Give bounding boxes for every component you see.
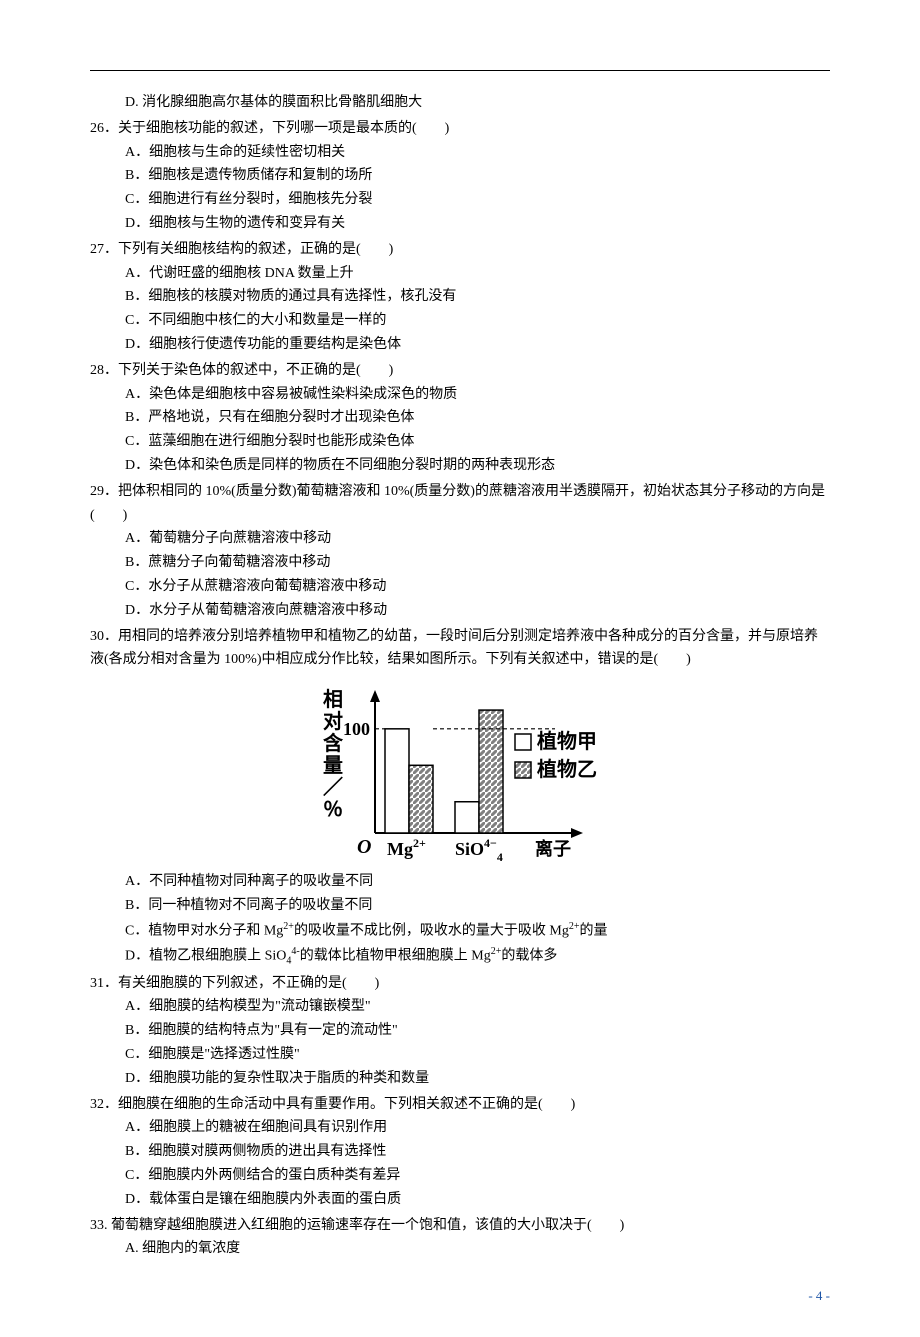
q28-option-d: D．染色体和染色质是同样的物质在不同细胞分裂时期的两种表现形态: [90, 454, 830, 478]
q33-stem: 33. 葡萄糖穿越细胞膜进入红细胞的运输速率存在一个饱和值，该值的大小取决于( …: [90, 1214, 830, 1238]
q30c-prefix: C．植物甲对水分子和 Mg: [125, 923, 283, 938]
q29-option-c: C．水分子从蔗糖溶液向葡萄糖溶液中移动: [90, 575, 830, 599]
q30-option-d: D．植物乙根细胞膜上 SiO44-的载体比植物甲根细胞膜上 Mg2+的载体多: [90, 943, 830, 969]
q32-option-b: B．细胞膜对膜两侧物质的进出具有选择性: [90, 1140, 830, 1164]
q31-option-b: B．细胞膜的结构特点为"具有一定的流动性": [90, 1019, 830, 1043]
svg-text:SiO4−4: SiO4−4: [455, 836, 503, 864]
q31-stem: 31．有关细胞膜的下列叙述，不正确的是( ): [90, 972, 830, 996]
bar-chart-svg: 相对含量／％ 100 O Mg2+ SiO4−4 离子 植物甲植物乙: [305, 678, 615, 868]
q30-option-a: A．不同种植物对同种离子的吸收量不同: [90, 870, 830, 894]
q28-option-b: B．严格地说，只有在细胞分裂时才出现染色体: [90, 406, 830, 430]
q27-option-b: B．细胞核的核膜对物质的通过具有选择性，核孔没有: [90, 285, 830, 309]
svg-text:O: O: [357, 836, 371, 858]
svg-text:对: 对: [323, 709, 343, 733]
q32-option-c: C．细胞膜内外两侧结合的蛋白质种类有差异: [90, 1164, 830, 1188]
q31-option-d: D．细胞膜功能的复杂性取决于脂质的种类和数量: [90, 1067, 830, 1091]
q26-option-a: A．细胞核与生命的延续性密切相关: [90, 141, 830, 165]
question-32: 32．细胞膜在细胞的生命活动中具有重要作用。下列相关叙述不正确的是( ) A．细…: [90, 1093, 830, 1212]
svg-text:相: 相: [323, 687, 343, 711]
q30-option-b: B．同一种植物对不同离子的吸收量不同: [90, 894, 830, 918]
q30-stem: 30．用相同的培养液分别培养植物甲和植物乙的幼苗，一段时间后分别测定培养液中各种…: [90, 625, 830, 673]
q27-option-d: D．细胞核行使遗传功能的重要结构是染色体: [90, 333, 830, 357]
q26-option-d: D．细胞核与生物的遗传和变异有关: [90, 212, 830, 236]
q26-option-b: B．细胞核是遗传物质储存和复制的场所: [90, 164, 830, 188]
question-30: 30．用相同的培养液分别培养植物甲和植物乙的幼苗，一段时间后分别测定培养液中各种…: [90, 625, 830, 970]
q26-stem: 26．关于细胞核功能的叙述，下列哪一项是最本质的( ): [90, 117, 830, 141]
q25-option-d: D. 消化腺细胞高尔基体的膜面积比骨骼肌细胞大: [90, 91, 830, 115]
q30d-suffix: 的载体多: [501, 949, 557, 964]
q30c-mid: 的吸收量不成比例，吸收水的量大于吸收 Mg: [294, 923, 569, 938]
q30c-sup1: 2+: [283, 921, 294, 932]
q29-option-b: B．蔗糖分子向葡萄糖溶液中移动: [90, 551, 830, 575]
header-rule: [90, 70, 830, 71]
svg-text:／: ／: [323, 776, 343, 799]
svg-text:％: ％: [323, 799, 343, 821]
question-33: 33. 葡萄糖穿越细胞膜进入红细胞的运输速率存在一个饱和值，该值的大小取决于( …: [90, 1214, 830, 1262]
q26-option-c: C．细胞进行有丝分裂时，细胞核先分裂: [90, 188, 830, 212]
q28-stem: 28．下列关于染色体的叙述中，不正确的是( ): [90, 359, 830, 383]
q30d-sup2: 2+: [491, 946, 502, 957]
q31-option-a: A．细胞膜的结构模型为"流动镶嵌模型": [90, 995, 830, 1019]
q30-chart: 相对含量／％ 100 O Mg2+ SiO4−4 离子 植物甲植物乙: [90, 678, 830, 868]
q30c-sup2: 2+: [569, 921, 580, 932]
q32-option-a: A．细胞膜上的糖被在细胞间具有识别作用: [90, 1116, 830, 1140]
q32-stem: 32．细胞膜在细胞的生命活动中具有重要作用。下列相关叙述不正确的是( ): [90, 1093, 830, 1117]
question-28: 28．下列关于染色体的叙述中，不正确的是( ) A．染色体是细胞核中容易被碱性染…: [90, 359, 830, 478]
q31-option-c: C．细胞膜是"选择透过性膜": [90, 1043, 830, 1067]
q30d-sup1: 4-: [291, 946, 299, 957]
q27-option-c: C．不同细胞中核仁的大小和数量是一样的: [90, 309, 830, 333]
q30d-sub1: 4: [286, 956, 291, 967]
q30d-prefix: D．植物乙根细胞膜上 SiO: [125, 949, 286, 964]
question-31: 31．有关细胞膜的下列叙述，不正确的是( ) A．细胞膜的结构模型为"流动镶嵌模…: [90, 972, 830, 1091]
question-27: 27．下列有关细胞核结构的叙述，正确的是( ) A．代谢旺盛的细胞核 DNA 数…: [90, 238, 830, 357]
svg-text:100: 100: [343, 719, 370, 739]
q29-option-d: D．水分子从葡萄糖溶液向蔗糖溶液中移动: [90, 599, 830, 623]
q28-option-a: A．染色体是细胞核中容易被碱性染料染成深色的物质: [90, 383, 830, 407]
q28-option-c: C．蓝藻细胞在进行细胞分裂时也能形成染色体: [90, 430, 830, 454]
document-page: D. 消化腺细胞高尔基体的膜面积比骨骼肌细胞大 26．关于细胞核功能的叙述，下列…: [0, 0, 920, 1337]
question-29: 29．把体积相同的 10%(质量分数)葡萄糖溶液和 10%(质量分数)的蔗糖溶液…: [90, 480, 830, 623]
q27-stem: 27．下列有关细胞核结构的叙述，正确的是( ): [90, 238, 830, 262]
svg-text:离子: 离子: [535, 838, 571, 859]
svg-text:Mg2+: Mg2+: [387, 836, 426, 859]
svg-text:含: 含: [323, 731, 344, 755]
svg-text:植物乙: 植物乙: [537, 757, 597, 781]
question-26: 26．关于细胞核功能的叙述，下列哪一项是最本质的( ) A．细胞核与生命的延续性…: [90, 117, 830, 236]
q29-stem: 29．把体积相同的 10%(质量分数)葡萄糖溶液和 10%(质量分数)的蔗糖溶液…: [90, 480, 830, 528]
q29-option-a: A．葡萄糖分子向蔗糖溶液中移动: [90, 527, 830, 551]
q27-option-a: A．代谢旺盛的细胞核 DNA 数量上升: [90, 262, 830, 286]
q32-option-d: D．载体蛋白是镶在细胞膜内外表面的蛋白质: [90, 1188, 830, 1212]
q30c-suffix: 的量: [580, 923, 608, 938]
q30d-mid: 的载体比植物甲根细胞膜上 Mg: [300, 949, 491, 964]
q30-option-c: C．植物甲对水分子和 Mg2+的吸收量不成比例，吸收水的量大于吸收 Mg2+的量: [90, 918, 830, 943]
q33-option-a: A. 细胞内的氧浓度: [90, 1237, 830, 1261]
page-number: - 4 -: [90, 1285, 830, 1307]
svg-text:植物甲: 植物甲: [537, 729, 597, 753]
svg-text:量: 量: [323, 754, 343, 777]
